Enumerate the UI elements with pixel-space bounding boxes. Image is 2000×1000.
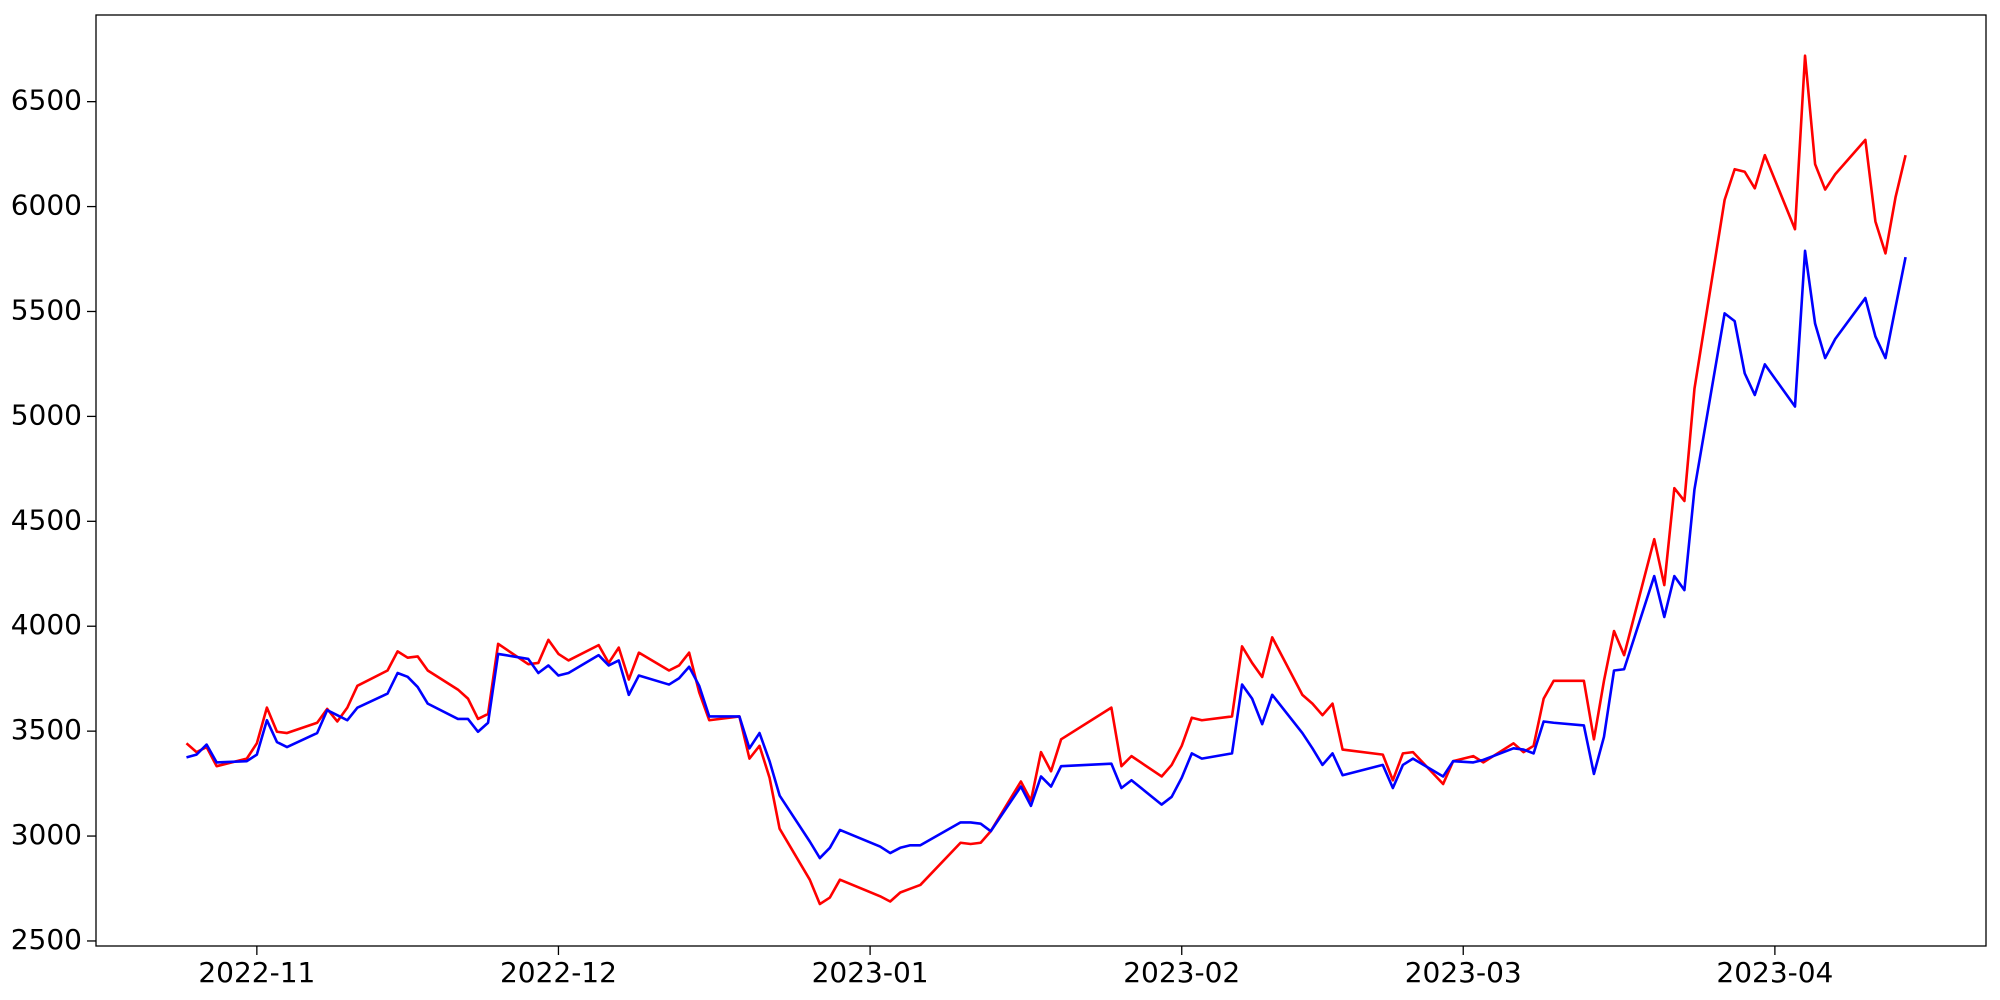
y-tick-label: 5500: [11, 293, 82, 326]
x-tick-label: 2023-01: [812, 956, 929, 989]
y-tick-label: 4500: [11, 503, 82, 536]
x-tick-label: 2022-11: [198, 956, 315, 989]
y-tick-label: 2500: [11, 923, 82, 956]
y-tick-label: 5000: [11, 398, 82, 431]
y-tick-label: 3000: [11, 818, 82, 851]
data-line: [186, 249, 1907, 860]
plot-frame: [95, 14, 1987, 947]
x-tick-label: 2022-12: [500, 956, 617, 989]
y-tick-label: 4000: [11, 608, 82, 641]
data-line: [185, 54, 1907, 906]
y-tick-label: 3500: [11, 713, 82, 746]
y-tick-label: 6000: [11, 189, 82, 222]
x-tick-label: 2023-04: [1716, 956, 1833, 989]
x-tick-label: 2023-03: [1405, 956, 1522, 989]
y-tick-label: 6500: [11, 84, 82, 117]
x-tick-label: 2023-02: [1123, 956, 1240, 989]
